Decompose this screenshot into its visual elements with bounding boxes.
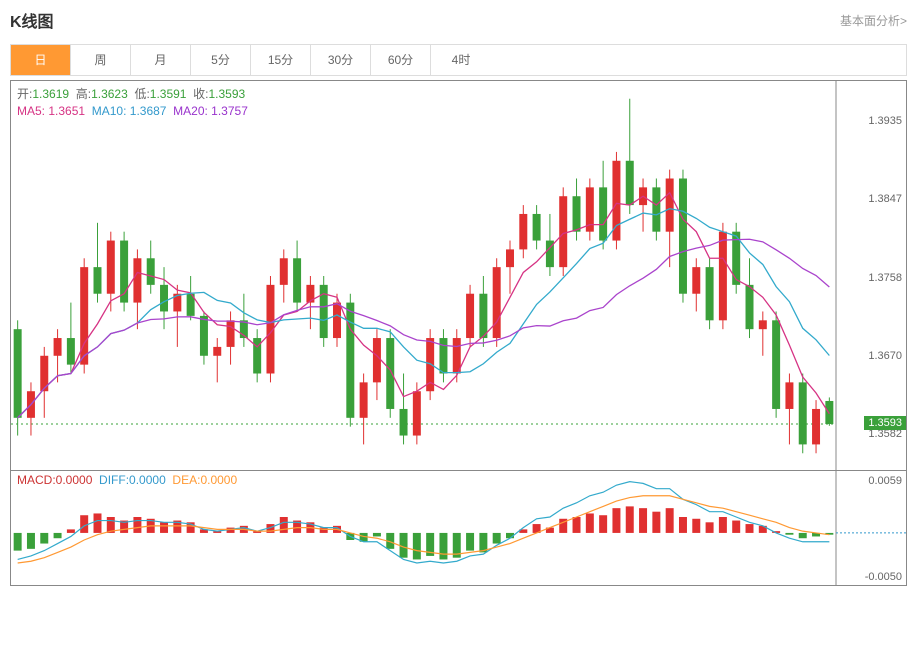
y-tick: 1.3935 <box>868 115 902 127</box>
ma5-label: MA5: 1.3651 <box>17 104 85 118</box>
tab-60分[interactable]: 60分 <box>371 45 431 75</box>
close-value: 1.3593 <box>209 87 246 101</box>
candlestick-svg <box>11 81 906 471</box>
timeframe-tabs: 日周月5分15分30分60分4时 <box>10 44 907 76</box>
header: K线图 基本面分析> <box>0 0 917 44</box>
tab-5分[interactable]: 5分 <box>191 45 251 75</box>
y-tick: 1.3670 <box>868 350 902 362</box>
open-value: 1.3619 <box>32 87 69 101</box>
macd-svg <box>11 471 906 586</box>
tab-4时[interactable]: 4时 <box>431 45 491 75</box>
y-tick: 1.3847 <box>868 193 902 205</box>
candlestick-chart[interactable]: 开:1.3619 高:1.3623 低:1.3591 收:1.3593 MA5:… <box>11 80 906 470</box>
tab-30分[interactable]: 30分 <box>311 45 371 75</box>
ma20-label: MA20: 1.3757 <box>173 104 248 118</box>
page-title: K线图 <box>10 8 54 32</box>
y-tick: 1.3758 <box>868 272 902 284</box>
open-label: 开: <box>17 87 32 101</box>
high-label: 高: <box>76 87 91 101</box>
ohlc-info: 开:1.3619 高:1.3623 低:1.3591 收:1.3593 MA5:… <box>17 85 248 120</box>
chart-area: 开:1.3619 高:1.3623 低:1.3591 收:1.3593 MA5:… <box>10 80 907 586</box>
macd-y-tick: -0.0050 <box>865 571 902 583</box>
low-value: 1.3591 <box>150 87 187 101</box>
tab-15分[interactable]: 15分 <box>251 45 311 75</box>
chart-container: K线图 基本面分析> 日周月5分15分30分60分4时 开:1.3619 高:1… <box>0 0 917 646</box>
tab-日[interactable]: 日 <box>11 45 71 75</box>
macd-label: MACD:0.0000 <box>17 473 92 487</box>
diff-label: DIFF:0.0000 <box>99 473 166 487</box>
current-price-tag: 1.3593 <box>864 416 906 430</box>
low-label: 低: <box>134 87 149 101</box>
analysis-link[interactable]: 基本面分析> <box>840 12 907 29</box>
tab-周[interactable]: 周 <box>71 45 131 75</box>
macd-y-tick: 0.0059 <box>868 475 902 487</box>
tab-月[interactable]: 月 <box>131 45 191 75</box>
macd-panel[interactable]: MACD:0.0000 DIFF:0.0000 DEA:0.0000 0.005… <box>11 470 906 585</box>
dea-label: DEA:0.0000 <box>172 473 237 487</box>
ma10-label: MA10: 1.3687 <box>92 104 167 118</box>
macd-info: MACD:0.0000 DIFF:0.0000 DEA:0.0000 <box>17 473 237 487</box>
high-value: 1.3623 <box>91 87 128 101</box>
close-label: 收: <box>193 87 208 101</box>
